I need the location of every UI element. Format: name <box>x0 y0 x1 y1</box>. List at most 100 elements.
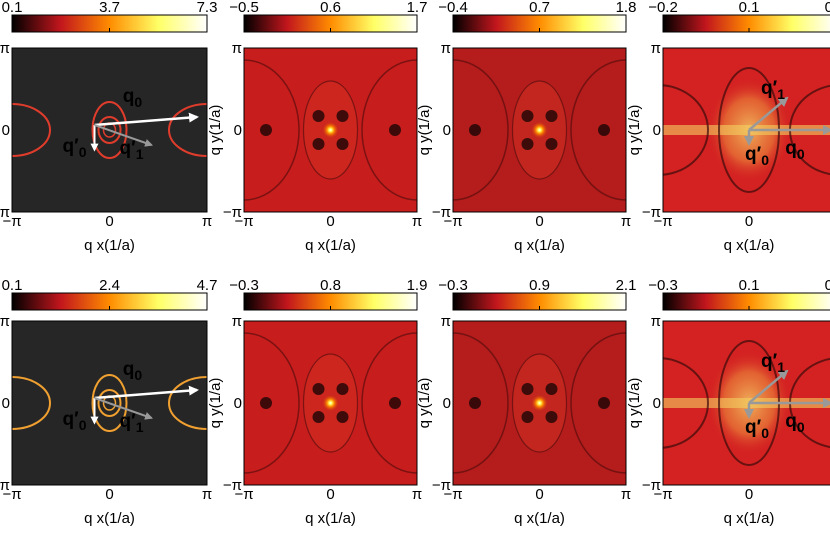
vector-label: q′0 <box>63 409 87 433</box>
vector-label: q′0 <box>745 144 769 168</box>
x-tick-label: 0 <box>326 486 334 503</box>
y-tick-label: π <box>441 313 451 330</box>
dark-spot <box>545 411 558 423</box>
y-tick-label: −π <box>432 204 451 221</box>
x-tick-label: 0 <box>745 213 753 230</box>
colorbar-tick-label: 1.8 <box>616 0 637 16</box>
colorbar-tick-label: 2.1 <box>616 277 637 294</box>
colorbar-tick-label: 0.1 <box>2 0 23 16</box>
dark-contour <box>511 353 568 453</box>
vector-label: q0 <box>785 411 805 435</box>
dark-spot <box>312 138 325 150</box>
plot-frame <box>243 47 418 213</box>
dark-contour <box>511 80 568 180</box>
colorbar <box>662 292 830 311</box>
hotspot <box>530 121 549 139</box>
heatmap <box>663 321 830 485</box>
plot-frame <box>662 320 830 486</box>
y-tick-label: π <box>651 313 661 330</box>
y-tick-label: −π <box>432 477 451 494</box>
colorbar-tick-label: −0.3 <box>438 277 468 294</box>
dark-spot <box>598 124 610 136</box>
vector-label: q0 <box>123 86 143 110</box>
chart-panel-6: −0.3 0.8 1.9 −π 0 π π 0 −π q x(1/a) q y(1/a) <box>207 277 427 527</box>
nesting-band <box>663 398 830 408</box>
x-axis-label: q x(1/a) <box>305 237 356 254</box>
x-tick-label: −π <box>2 486 21 503</box>
x-axis-label: q x(1/a) <box>724 510 775 527</box>
dark-spot <box>389 124 401 136</box>
x-tick-label: −π <box>653 486 672 503</box>
y-tick-label: 0 <box>234 395 242 412</box>
fermi-contour <box>91 374 128 432</box>
colorbar-tick-label: −0.4 <box>438 0 468 16</box>
x-tick-label: 0 <box>535 213 543 230</box>
fermi-contour <box>168 103 207 157</box>
dark-contour <box>244 332 300 474</box>
dark-contour <box>302 353 359 453</box>
dark-spot <box>389 397 401 409</box>
colorbar-tick-label: 7.3 <box>197 0 218 16</box>
colorbar-tick-label: 0.1 <box>2 277 23 294</box>
y-axis-label: q y(1/a) <box>416 105 433 156</box>
vector-label: q0 <box>785 138 805 162</box>
dark-spot <box>469 124 481 136</box>
dark-spot <box>336 110 349 122</box>
y-tick-label: −π <box>642 477 661 494</box>
plot-frame <box>243 320 418 486</box>
dark-spot <box>598 397 610 409</box>
x-tick-label: π <box>412 486 422 503</box>
x-tick-label: π <box>621 486 631 503</box>
y-tick-label: π <box>441 40 451 57</box>
dark-contour <box>570 59 626 201</box>
y-tick-label: −π <box>223 477 242 494</box>
x-tick-label: 0 <box>105 486 113 503</box>
dark-spot <box>312 383 325 395</box>
dark-contour <box>244 59 300 201</box>
colorbar-tick-label: −0.5 <box>229 0 259 16</box>
dark-contour <box>361 59 417 201</box>
x-axis-label: q x(1/a) <box>724 237 775 254</box>
colorbar-tick-label: 0.7 <box>529 0 550 16</box>
x-tick-label: π <box>202 213 212 230</box>
fermi-contour <box>12 376 51 430</box>
colorbar-tick-label: 2.4 <box>99 277 120 294</box>
q0-arrow <box>94 385 199 400</box>
colorbar-tick-label: 0.6 <box>320 0 341 16</box>
dark-spot <box>521 110 534 122</box>
dark-contour <box>302 80 359 180</box>
heatmap <box>244 321 417 485</box>
x-tick-label: 0 <box>535 486 543 503</box>
colorbar-tick-label: 0.1 <box>739 0 760 16</box>
heatmap <box>453 321 626 485</box>
dark-contour <box>663 357 709 449</box>
x-axis-label: q x(1/a) <box>84 237 135 254</box>
y-tick-label: 0 <box>234 122 242 139</box>
chart-panel-2: −0.5 0.6 1.7 −π 0 π π 0 −π q x(1/a) q y(1/a) <box>207 0 427 254</box>
colorbar-tick-label: 4.7 <box>197 277 218 294</box>
vector-label: q′1 <box>761 351 785 375</box>
q0-arrow <box>94 112 199 127</box>
colorbar-tick-label: 0.4 <box>825 0 830 16</box>
y-tick-label: π <box>232 40 242 57</box>
y-axis-label: q y(1/a) <box>626 105 643 156</box>
dark-spot <box>545 383 558 395</box>
y-tick-label: 0 <box>2 122 10 139</box>
vector-label: q0 <box>123 359 143 383</box>
x-tick-label: π <box>202 486 212 503</box>
plot-frame <box>452 47 627 213</box>
heatmap <box>663 48 830 212</box>
heatmap <box>12 48 207 212</box>
x-axis-label: q x(1/a) <box>514 237 565 254</box>
x-axis-label: q x(1/a) <box>305 510 356 527</box>
dark-spot <box>336 138 349 150</box>
y-tick-label: π <box>0 313 10 330</box>
colorbar-tick-label: −0.2 <box>648 0 678 16</box>
y-tick-label: −π <box>0 477 10 494</box>
x-tick-label: π <box>412 213 422 230</box>
hotspot <box>530 394 549 412</box>
dark-spot <box>336 411 349 423</box>
